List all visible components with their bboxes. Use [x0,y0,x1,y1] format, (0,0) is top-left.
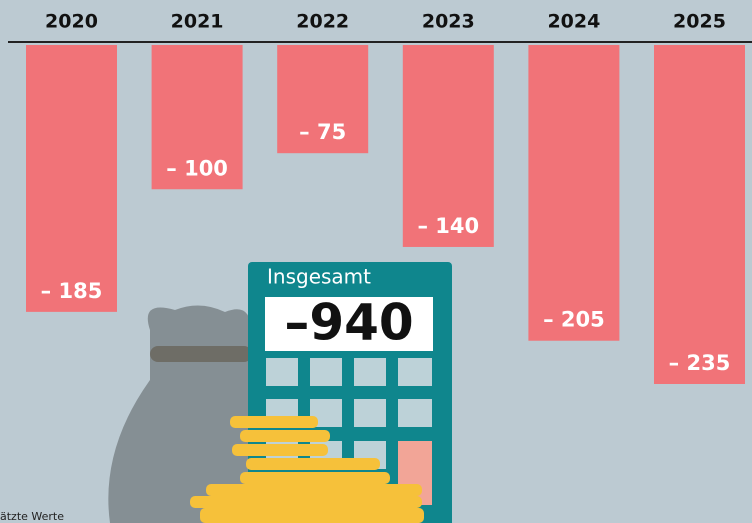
value-label: – 100 [166,156,228,180]
calculator [248,262,452,523]
total-value: –940 [284,294,413,352]
bar [402,45,494,247]
coins [190,416,424,523]
bar [26,45,117,312]
bar [654,45,745,384]
x-tick-label: 2025 [673,11,726,33]
value-label: – 235 [669,351,731,375]
value-label: – 205 [543,308,605,332]
x-tick-label: 2020 [45,11,98,33]
total-label: Insgesamt [267,265,371,289]
bar [528,45,620,341]
value-label: – 140 [417,214,479,238]
x-tick-label: 2021 [171,11,224,33]
bar [151,45,243,190]
x-tick-label: 2023 [422,11,475,33]
value-label: – 185 [41,279,103,303]
x-tick-label: 2024 [547,11,600,33]
value-label: – 75 [299,120,346,144]
x-tick-label: 2022 [296,11,349,33]
footnote: ätzte Werte [0,510,64,523]
bar [277,45,369,154]
